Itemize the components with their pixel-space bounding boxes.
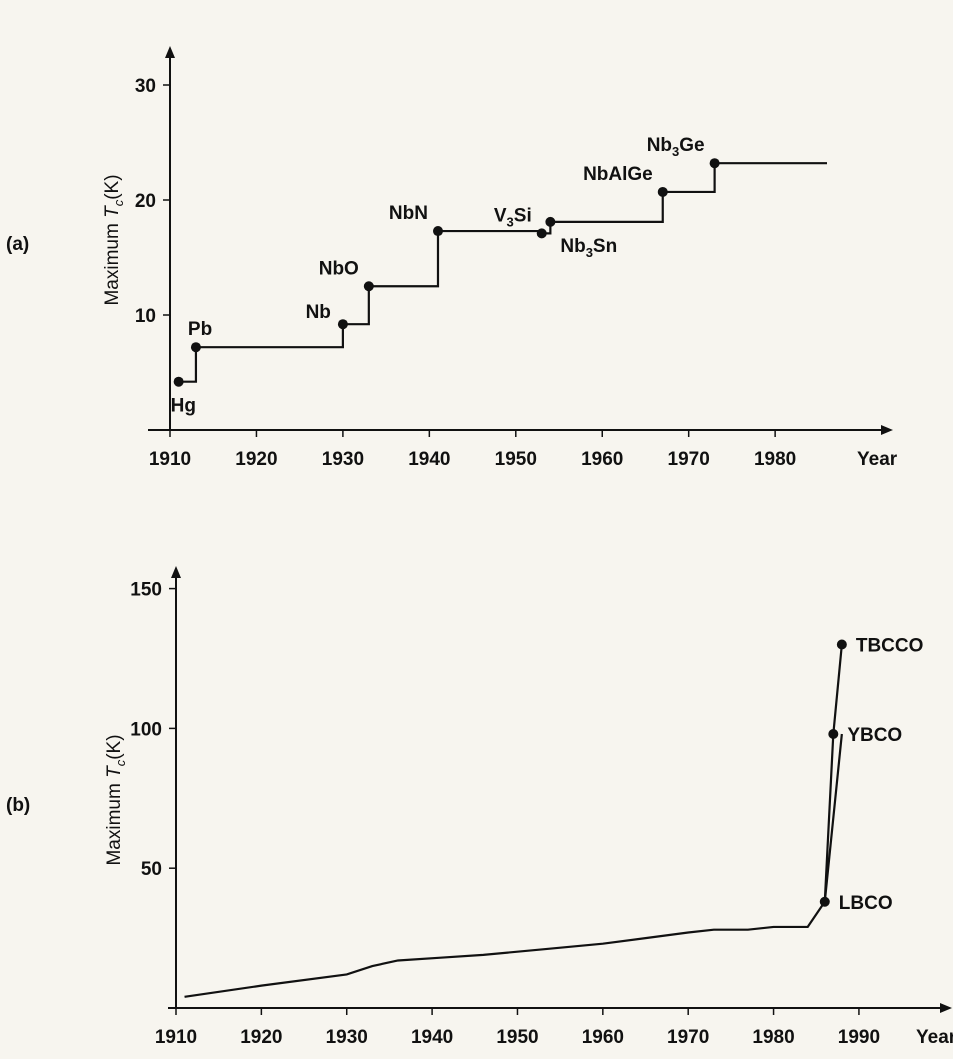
a-panel-label: (a) — [6, 234, 29, 255]
b-y-axis-title: Maximum Tc(K) — [104, 734, 128, 865]
a-label-pb: Pb — [188, 319, 212, 340]
a-x-tick-label: 1950 — [495, 449, 537, 470]
a-label-v3si: V3Si — [494, 205, 532, 229]
a-x-tick-label: 1960 — [581, 449, 623, 470]
a-label-nbn: NbN — [389, 203, 428, 224]
a-x-tick-label: 1910 — [149, 449, 191, 470]
a-point-nb3sn — [545, 216, 556, 227]
b-x-tick-label: 1910 — [155, 1027, 197, 1048]
a-x-tick-label: 1920 — [235, 449, 277, 470]
a-x-tick-label: 1930 — [322, 449, 364, 470]
b-x-tick-label: 1970 — [667, 1027, 709, 1048]
b-x-tick-label: 1930 — [326, 1027, 368, 1048]
panel-b-chart: 1910 1920 1930 1940 1950 1960 1970 1980 1990 Year… — [6, 566, 953, 1048]
b-y-tick-label: 50 — [141, 859, 162, 880]
a-x-tick-label: 1970 — [668, 449, 710, 470]
b-label-tbcco: TBCCO — [856, 636, 924, 657]
a-x-tick-label: 1980 — [754, 449, 796, 470]
a-label-nb3sn: Nb3Sn — [560, 236, 617, 260]
a-x-axis-title: Year — [857, 449, 898, 470]
a-label-hg: Hg — [171, 396, 196, 417]
b-y-tick-label: 150 — [130, 580, 162, 601]
b-x-tick-label: 1920 — [240, 1027, 282, 1048]
a-label-nbalge: NbAlGe — [583, 164, 653, 185]
a-point-nb — [337, 319, 348, 330]
a-point-hg — [173, 376, 184, 387]
a-y-axis-title: Maximum Tc(K) — [102, 174, 126, 305]
b-x-axis-title: Year — [916, 1027, 953, 1048]
b-x-tick-label: 1940 — [411, 1027, 453, 1048]
a-tc-series-line — [178, 162, 827, 383]
b-panel-label: (b) — [6, 795, 30, 816]
panel-a-chart: 1910 1920 1930 1940 1950 1960 1970 1980 Year 10 20… — [6, 46, 898, 470]
a-y-tick-label: 30 — [135, 76, 156, 97]
b-point-tbcco — [836, 639, 847, 650]
b-point-ybco — [828, 728, 839, 739]
b-label-ybco: YBCO — [847, 725, 902, 746]
a-y-tick-label: 10 — [135, 306, 156, 327]
a-x-axis-arrow — [881, 425, 893, 435]
a-point-nb3ge — [709, 158, 720, 169]
a-y-axis-arrow — [165, 46, 175, 58]
b-x-tick-label: 1980 — [752, 1027, 794, 1048]
a-point-nbn — [432, 226, 443, 237]
b-tc-series-line — [184, 644, 843, 998]
b-x-tick-label: 1990 — [838, 1027, 880, 1048]
a-y-tick-label: 20 — [135, 191, 156, 212]
a-point-v3si — [536, 228, 547, 239]
a-x-tick-label: 1940 — [408, 449, 450, 470]
a-point-nbo — [363, 281, 374, 292]
a-point-nbalge — [657, 186, 668, 197]
b-x-axis-arrow — [940, 1003, 952, 1013]
a-point-pb — [190, 342, 201, 353]
b-y-axis-arrow — [171, 566, 181, 578]
a-label-nb: Nb — [306, 302, 331, 323]
a-label-nb3ge: Nb3Ge — [647, 135, 705, 159]
b-x-tick-label: 1950 — [496, 1027, 538, 1048]
b-point-lbco — [819, 896, 830, 907]
a-label-nbo: NbO — [319, 258, 359, 279]
b-y-tick-label: 100 — [130, 719, 162, 740]
b-label-lbco: LBCO — [839, 893, 893, 914]
b-x-tick-label: 1960 — [582, 1027, 624, 1048]
